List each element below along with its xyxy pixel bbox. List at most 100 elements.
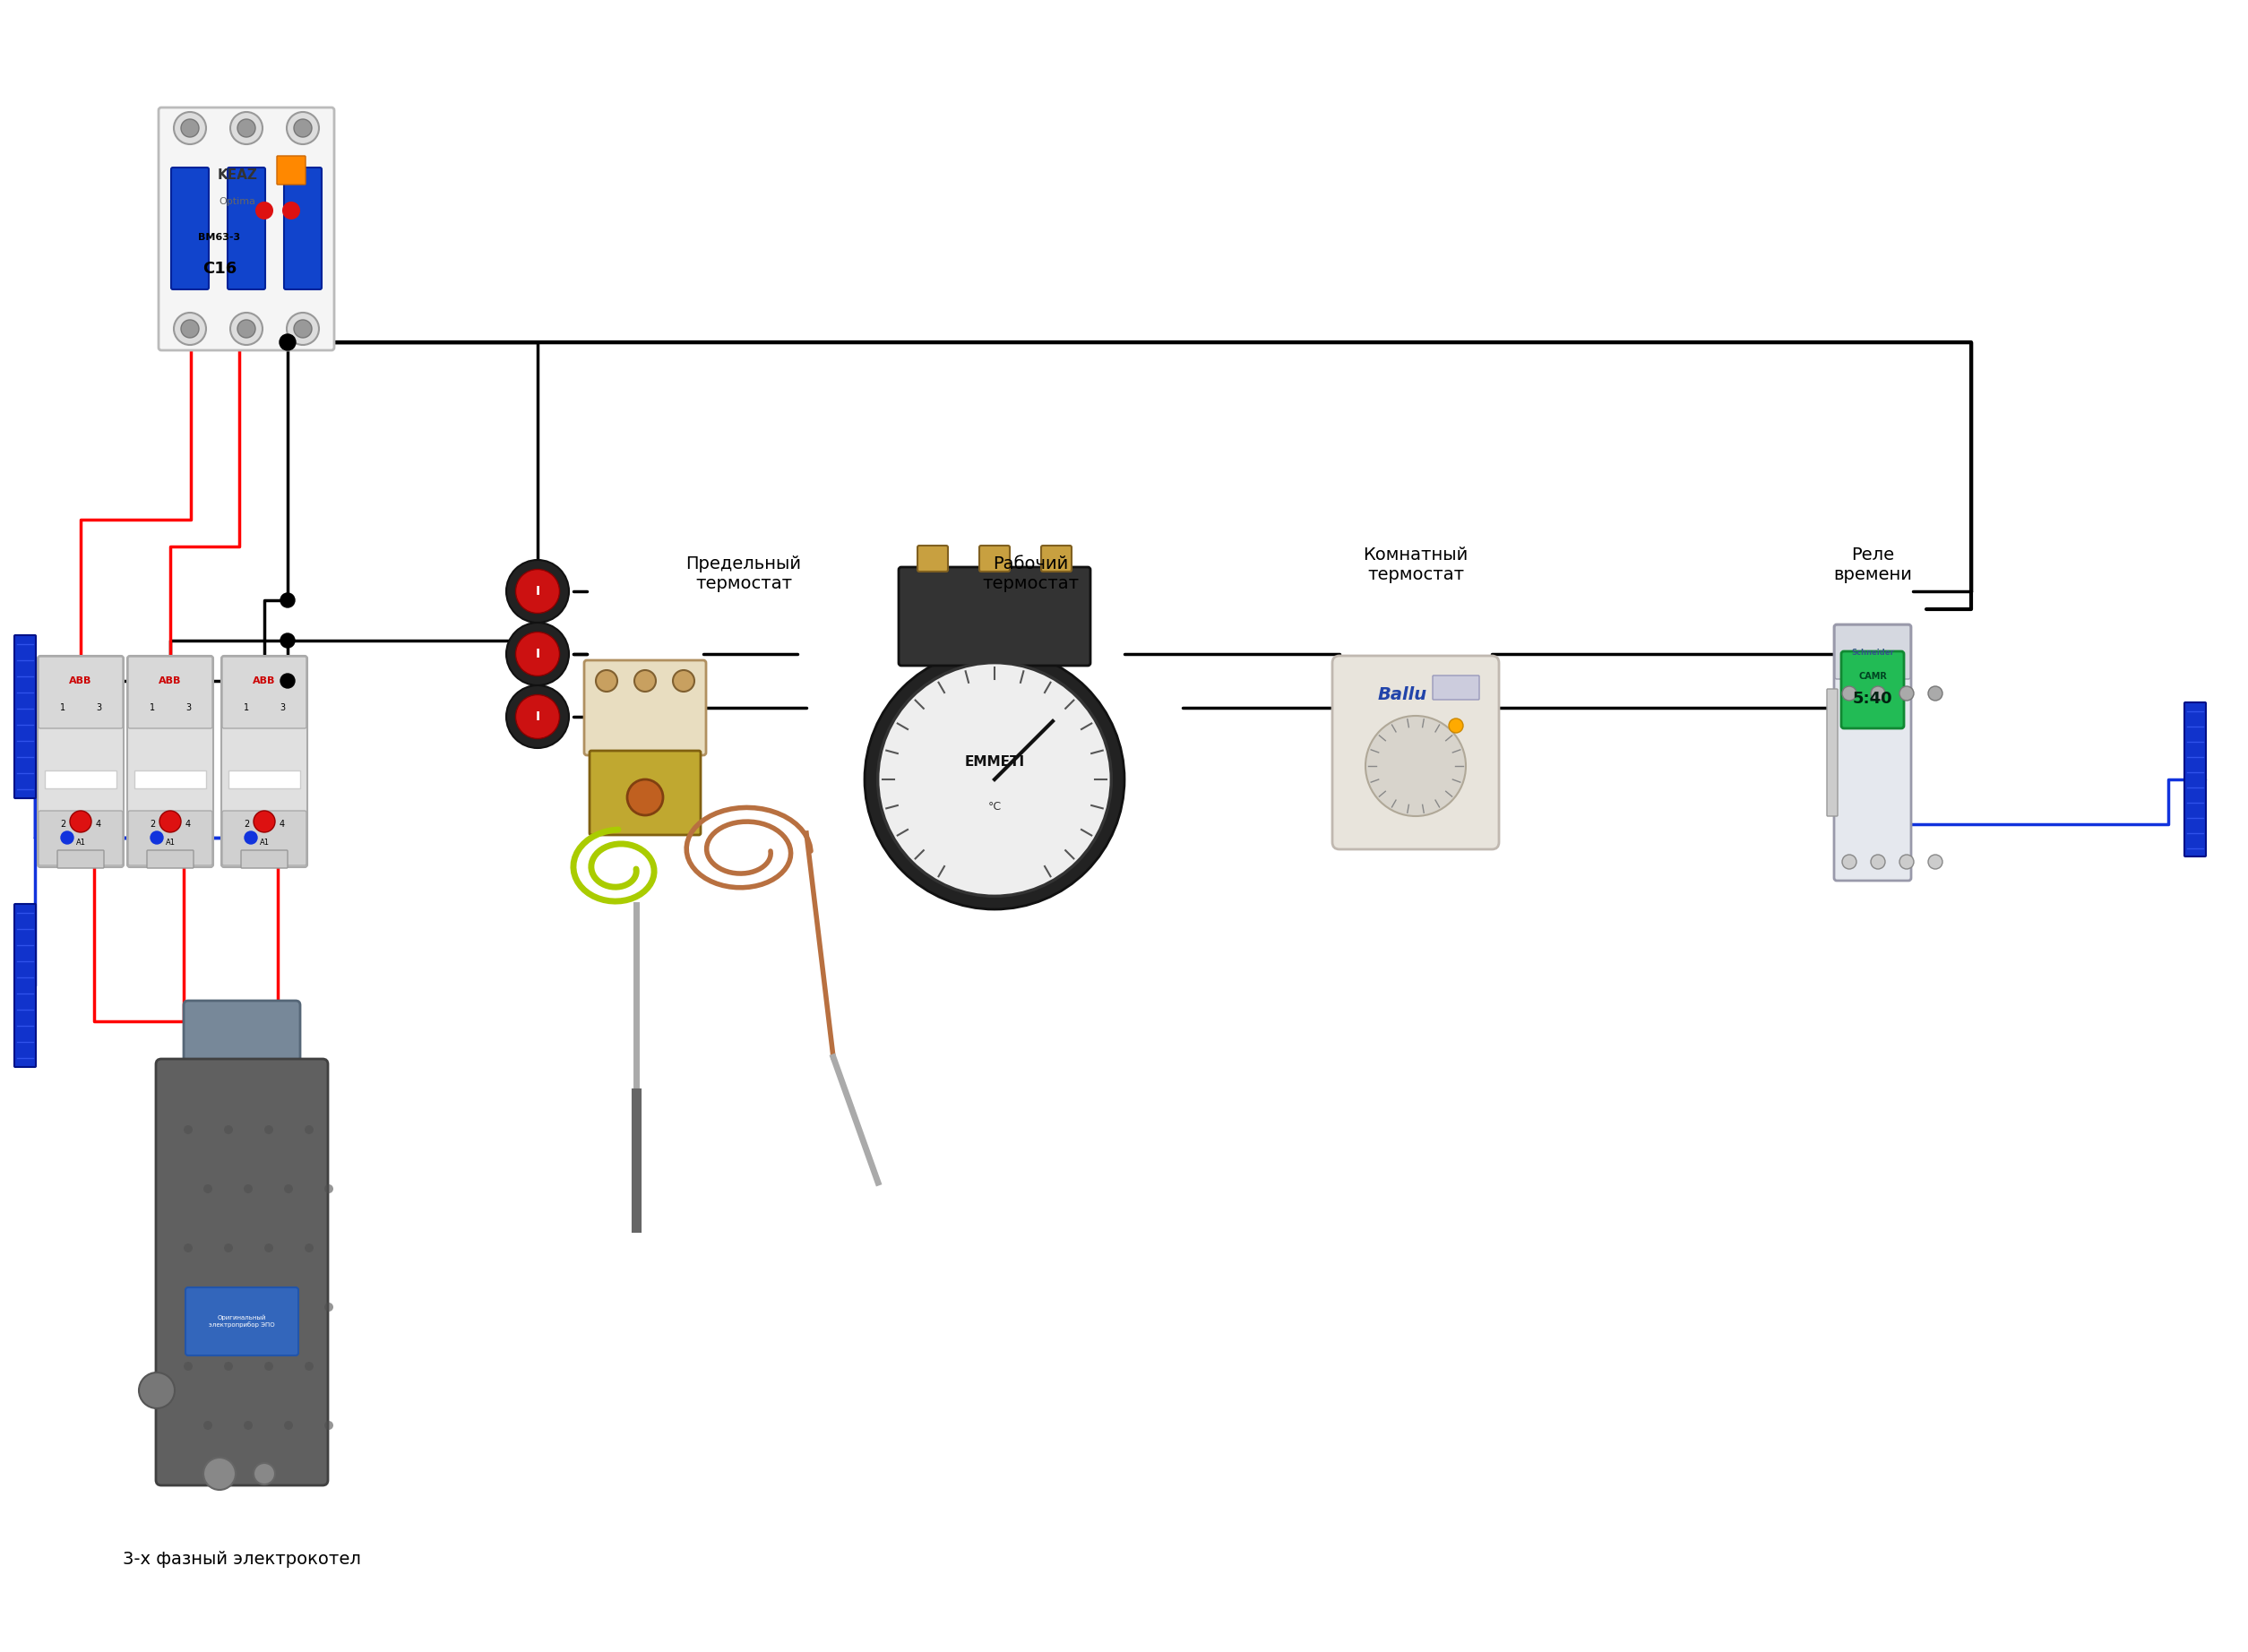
FancyBboxPatch shape (38, 657, 124, 729)
FancyBboxPatch shape (171, 167, 209, 289)
Circle shape (1841, 686, 1857, 700)
Text: °C: °C (987, 801, 1000, 813)
Circle shape (506, 623, 569, 686)
FancyBboxPatch shape (241, 851, 288, 867)
FancyBboxPatch shape (128, 811, 211, 866)
FancyBboxPatch shape (899, 567, 1090, 666)
FancyBboxPatch shape (277, 155, 306, 185)
Circle shape (288, 112, 319, 144)
Circle shape (283, 1421, 292, 1431)
FancyBboxPatch shape (220, 656, 308, 867)
FancyBboxPatch shape (58, 851, 103, 867)
Text: Ballu: Ballu (1378, 686, 1427, 702)
Circle shape (184, 1361, 193, 1371)
Text: Предельный
термостат: Предельный термостат (686, 555, 803, 591)
FancyBboxPatch shape (155, 1059, 328, 1485)
Circle shape (225, 1244, 234, 1252)
FancyBboxPatch shape (1841, 651, 1904, 729)
Circle shape (243, 1184, 252, 1193)
FancyBboxPatch shape (184, 1001, 301, 1069)
Circle shape (1929, 686, 1942, 700)
Bar (229, 770, 301, 788)
Text: I: I (535, 710, 540, 724)
FancyBboxPatch shape (1834, 626, 1911, 679)
Circle shape (879, 662, 1111, 895)
FancyBboxPatch shape (1333, 656, 1499, 849)
Circle shape (1870, 686, 1886, 700)
Text: 2: 2 (243, 819, 250, 829)
Text: I: I (535, 585, 540, 598)
Circle shape (281, 593, 294, 608)
Circle shape (634, 671, 656, 692)
Text: I: I (535, 648, 540, 661)
Circle shape (202, 1303, 211, 1312)
Text: A1: A1 (76, 838, 85, 846)
Circle shape (306, 1125, 312, 1135)
Circle shape (225, 1361, 234, 1371)
Circle shape (182, 119, 198, 137)
Text: 4: 4 (97, 819, 101, 829)
FancyBboxPatch shape (1828, 689, 1837, 816)
Text: 3: 3 (184, 704, 191, 712)
Text: Оригинальный
электроприбор ЭПО: Оригинальный электроприбор ЭПО (209, 1315, 274, 1328)
Circle shape (243, 1421, 252, 1431)
FancyBboxPatch shape (980, 545, 1009, 572)
Circle shape (265, 1244, 274, 1252)
Circle shape (182, 320, 198, 337)
Text: ABB: ABB (70, 676, 92, 686)
Circle shape (1929, 854, 1942, 869)
Circle shape (672, 671, 695, 692)
Circle shape (283, 202, 301, 220)
Circle shape (61, 831, 74, 844)
Circle shape (627, 780, 663, 814)
FancyBboxPatch shape (38, 656, 124, 867)
Text: 4: 4 (279, 819, 285, 829)
Text: ABB: ABB (160, 676, 182, 686)
Text: ABB: ABB (254, 676, 277, 686)
Circle shape (184, 1244, 193, 1252)
Circle shape (238, 320, 256, 337)
FancyBboxPatch shape (13, 634, 36, 798)
Circle shape (324, 1184, 333, 1193)
Circle shape (324, 1303, 333, 1312)
Circle shape (1365, 715, 1466, 816)
FancyBboxPatch shape (223, 657, 306, 729)
Text: CAMR: CAMR (1859, 672, 1886, 681)
Circle shape (515, 695, 560, 738)
FancyBboxPatch shape (38, 811, 124, 866)
Circle shape (202, 1184, 211, 1193)
FancyBboxPatch shape (1041, 545, 1072, 572)
Circle shape (294, 320, 312, 337)
Circle shape (256, 202, 274, 220)
Circle shape (281, 674, 294, 687)
Circle shape (254, 811, 274, 833)
Text: KEAZ: KEAZ (218, 169, 259, 182)
Circle shape (1448, 719, 1463, 733)
Text: Рабочий
термостат: Рабочий термостат (982, 555, 1079, 591)
FancyBboxPatch shape (187, 1287, 299, 1355)
Text: 1: 1 (243, 704, 250, 712)
Circle shape (225, 1125, 234, 1135)
Bar (45, 770, 117, 788)
FancyBboxPatch shape (128, 656, 214, 867)
FancyBboxPatch shape (1432, 676, 1479, 700)
FancyBboxPatch shape (223, 811, 306, 866)
Circle shape (596, 671, 618, 692)
Circle shape (173, 112, 207, 144)
Text: 4: 4 (184, 819, 191, 829)
Text: 3: 3 (97, 704, 101, 712)
Circle shape (238, 119, 256, 137)
Bar (135, 770, 207, 788)
Circle shape (160, 811, 182, 833)
Circle shape (515, 570, 560, 613)
Circle shape (202, 1421, 211, 1431)
Circle shape (306, 1244, 312, 1252)
FancyBboxPatch shape (128, 657, 211, 729)
Circle shape (1900, 854, 1913, 869)
Text: 2: 2 (61, 819, 65, 829)
Circle shape (1870, 854, 1886, 869)
Text: 1: 1 (61, 704, 65, 712)
Circle shape (151, 831, 164, 844)
Text: Schneider: Schneider (1850, 648, 1895, 656)
Circle shape (1900, 686, 1913, 700)
